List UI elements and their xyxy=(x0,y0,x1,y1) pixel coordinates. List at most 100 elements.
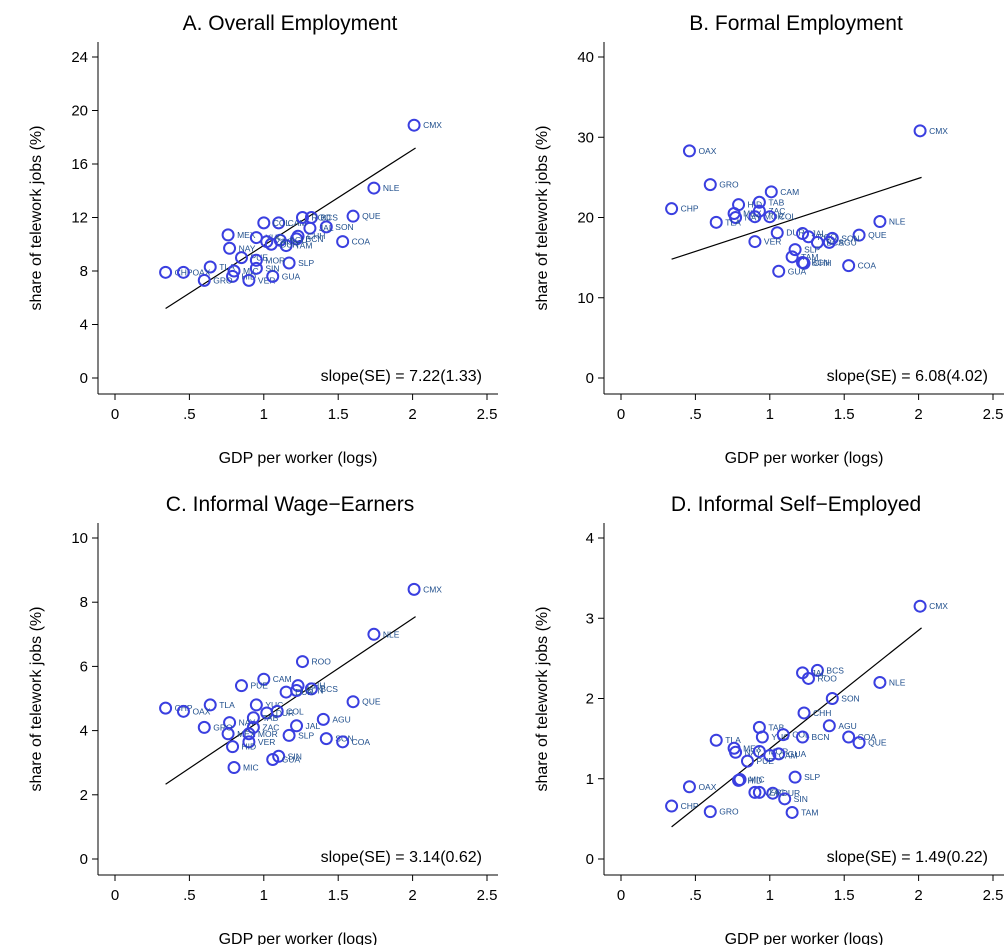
panel-c: C. Informal Wage−Earners 0 2 4 6 8 10 0 .5 1 1.5 2 2… xyxy=(28,493,498,945)
x-tick-label: 1.5 xyxy=(328,887,349,904)
data-point xyxy=(221,727,235,741)
point-label: ZAC xyxy=(262,722,279,732)
point-label: CAM xyxy=(780,187,799,197)
data-point xyxy=(752,195,766,209)
y-tick-label: 1 xyxy=(586,771,594,788)
data-point xyxy=(842,730,856,744)
data-point xyxy=(703,805,717,819)
point-label: BCN xyxy=(812,732,830,742)
point-label: CHH xyxy=(813,258,831,268)
panel-a: A. Overall Employment 0 4 8 12 16 20 24 0 .5 1 1.5 2… xyxy=(28,12,498,467)
point-label: MOR xyxy=(258,729,278,739)
point-label: GUA xyxy=(282,754,301,764)
data-point xyxy=(234,679,248,693)
point-label: DUR xyxy=(280,239,298,249)
data-point xyxy=(852,736,866,750)
point-label: VER xyxy=(258,275,275,285)
point-label: YUC xyxy=(265,233,283,243)
point-label: MEX xyxy=(237,729,256,739)
x-tick-label: 2 xyxy=(408,406,416,423)
point-label: MEX xyxy=(237,230,256,240)
data-point xyxy=(842,259,856,273)
point-label: TAB xyxy=(768,197,784,207)
point-label: YUC xyxy=(265,700,283,710)
data-point xyxy=(913,599,927,613)
data-point xyxy=(249,261,263,275)
point-label: CHP xyxy=(175,703,193,713)
point-label: BCN xyxy=(812,257,830,267)
point-label: GUA xyxy=(282,271,301,281)
data-point xyxy=(748,785,762,799)
data-point xyxy=(336,235,350,249)
data-point xyxy=(303,221,317,235)
point-label: CAM xyxy=(288,218,307,228)
point-label: CAM xyxy=(779,750,798,760)
point-label: COL xyxy=(792,730,810,740)
point-label: MIC xyxy=(243,763,259,773)
data-point xyxy=(226,740,240,754)
data-point xyxy=(257,216,271,230)
y-tick-label: 0 xyxy=(586,370,594,387)
data-point xyxy=(825,692,839,705)
x-tick-label: 1.5 xyxy=(328,406,349,423)
point-label: JAL xyxy=(319,223,334,233)
panel-d: D. Informal Self−Employed 0 1 2 3 4 0 .5 1 1.5 2 2.… xyxy=(534,493,1004,945)
data-point xyxy=(257,672,271,686)
point-label: SON xyxy=(335,222,353,232)
point-label: DUR xyxy=(276,708,294,718)
y-tick-label: 0 xyxy=(586,851,594,868)
data-point xyxy=(785,250,799,264)
point-label: TAM xyxy=(801,807,818,817)
x-tick-label: 1 xyxy=(766,887,774,904)
point-label: BCS xyxy=(320,684,338,694)
point-label: SLP xyxy=(298,730,314,740)
point-label: AGU xyxy=(289,235,307,245)
data-point xyxy=(176,704,190,718)
data-point xyxy=(159,701,173,715)
point-label: ROO xyxy=(311,657,331,667)
point-label: TAM xyxy=(295,241,312,251)
data-point xyxy=(785,805,799,819)
data-point xyxy=(282,728,296,742)
y-axis-label: share of telework jobs (%) xyxy=(28,607,45,792)
point-label: QUE xyxy=(868,738,887,748)
point-label: OAX xyxy=(698,782,716,792)
data-point xyxy=(249,253,263,267)
point-label: MIC xyxy=(749,775,765,785)
data-point xyxy=(221,228,235,242)
data-point xyxy=(755,730,769,744)
data-point xyxy=(778,792,792,806)
data-point xyxy=(226,269,240,283)
point-label: CHP xyxy=(681,801,699,811)
data-point xyxy=(282,256,296,270)
data-point xyxy=(703,178,717,192)
x-tick-label: 2 xyxy=(408,887,416,904)
data-point xyxy=(752,785,766,799)
x-tick-label: 0 xyxy=(111,887,119,904)
point-label: NAY xyxy=(239,718,256,728)
point-label: GRO xyxy=(213,275,233,285)
x-tick-label: 2 xyxy=(914,406,922,423)
point-label: CMX xyxy=(423,120,442,130)
x-axis-label: GDP per worker (logs) xyxy=(219,931,378,945)
y-axis-label: share of telework jobs (%) xyxy=(534,126,551,311)
point-label: CHH xyxy=(307,231,325,241)
data-point xyxy=(197,720,211,734)
point-label: QUE xyxy=(868,230,887,240)
x-tick-label: 2 xyxy=(914,887,922,904)
y-tick-label: 3 xyxy=(586,610,594,627)
point-label: GRO xyxy=(213,722,233,732)
panel-title: C. Informal Wage−Earners xyxy=(166,493,414,516)
point-label: HID xyxy=(242,742,257,752)
y-tick-label: 10 xyxy=(577,290,594,307)
x-tick-label: 2.5 xyxy=(983,406,1004,423)
data-point xyxy=(346,209,360,223)
data-point xyxy=(223,241,237,255)
data-point xyxy=(788,770,802,784)
y-tick-label: 4 xyxy=(586,530,594,547)
x-axis-label: GDP per worker (logs) xyxy=(219,450,378,467)
data-point xyxy=(748,235,762,249)
point-label: AGU xyxy=(838,721,856,731)
point-label: COL xyxy=(286,706,304,716)
y-tick-label: 2 xyxy=(80,787,88,804)
